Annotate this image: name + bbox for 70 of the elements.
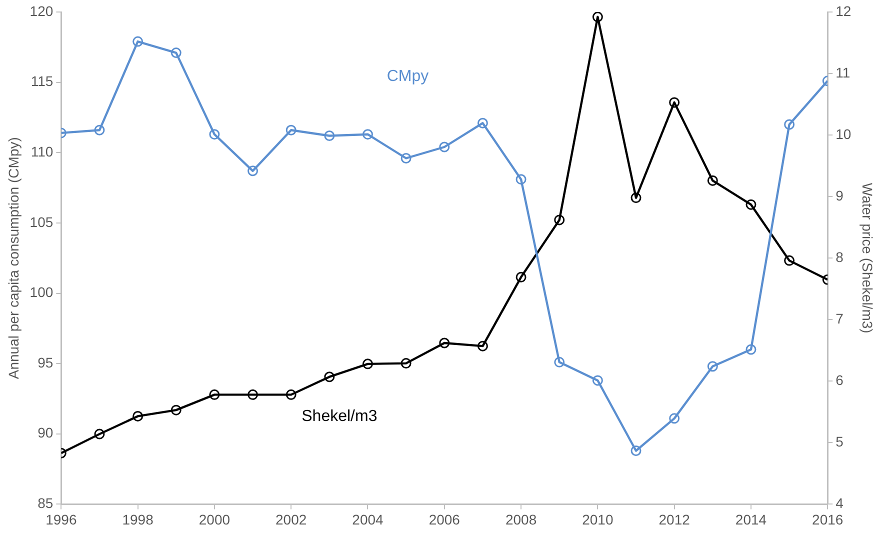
point	[248, 389, 258, 400]
x-tick-label: 2014	[735, 511, 767, 528]
point	[362, 129, 373, 140]
point	[94, 428, 105, 440]
point	[477, 340, 488, 352]
point	[209, 129, 220, 140]
point	[746, 199, 756, 210]
point	[784, 255, 795, 266]
y-tick-label: 105	[30, 214, 54, 230]
y-tick-label: 85	[38, 495, 54, 512]
x-tick-label: 1996	[46, 511, 77, 528]
y-tick-label: 115	[30, 73, 54, 90]
x-tick-label: 2002	[276, 511, 307, 528]
point	[477, 118, 488, 128]
point	[209, 389, 220, 400]
point	[324, 372, 335, 382]
point	[707, 361, 718, 372]
y2-tick-label: 10	[836, 126, 852, 142]
x-tick-label: 2008	[505, 511, 537, 528]
point	[516, 174, 526, 185]
point	[784, 119, 795, 130]
point	[630, 192, 642, 204]
point	[439, 142, 450, 152]
x-tick-label: 2004	[352, 511, 384, 528]
point	[94, 124, 105, 136]
x-tick-label: 2000	[198, 511, 230, 528]
y2-tick-label: 9	[836, 187, 844, 204]
y-tick-label: 120	[30, 2, 54, 19]
point	[400, 153, 412, 164]
point	[286, 124, 296, 136]
y2-tick-label: 11	[836, 64, 850, 80]
point	[707, 175, 718, 186]
point	[554, 356, 565, 368]
y2-tick-label: 12	[836, 2, 852, 19]
x-tick-label: 2010	[582, 511, 614, 528]
y-tick-label: 110	[30, 143, 54, 160]
y-tick-label: 95	[38, 354, 54, 370]
point	[592, 12, 603, 22]
text: CMpy	[386, 68, 429, 85]
point	[248, 166, 258, 176]
point	[362, 358, 373, 370]
y-tick-label: 90	[38, 424, 54, 441]
y-axis-title: Annual per capita consumption (CMpy)	[5, 137, 22, 380]
point	[286, 389, 296, 400]
point	[439, 338, 450, 348]
x-tick-label: 2012	[658, 511, 690, 528]
x-tick-label: 1998	[122, 511, 154, 528]
point	[669, 97, 680, 108]
point	[324, 130, 335, 142]
point	[132, 36, 144, 47]
point	[746, 344, 756, 355]
point	[630, 446, 642, 456]
point	[132, 410, 144, 422]
y2-tick-label: 8	[836, 248, 844, 265]
point	[516, 272, 526, 282]
y2-tick-label: 4	[836, 495, 844, 512]
x-tick-label: 2006	[428, 511, 460, 528]
point	[400, 358, 412, 369]
y-tick-label: 100	[30, 284, 54, 300]
point	[592, 375, 603, 386]
point	[170, 404, 182, 416]
y2-axis-title: Water price (Shekel/m3)	[860, 182, 876, 334]
x-tick-label: 2016	[812, 511, 844, 528]
point	[669, 413, 680, 424]
point	[170, 48, 182, 58]
point	[554, 214, 565, 226]
y2-tick-label: 7	[836, 310, 844, 326]
y2-tick-label: 5	[836, 434, 844, 450]
y2-tick-label: 6	[836, 372, 844, 388]
series-label: Shekel/m3	[302, 408, 378, 426]
